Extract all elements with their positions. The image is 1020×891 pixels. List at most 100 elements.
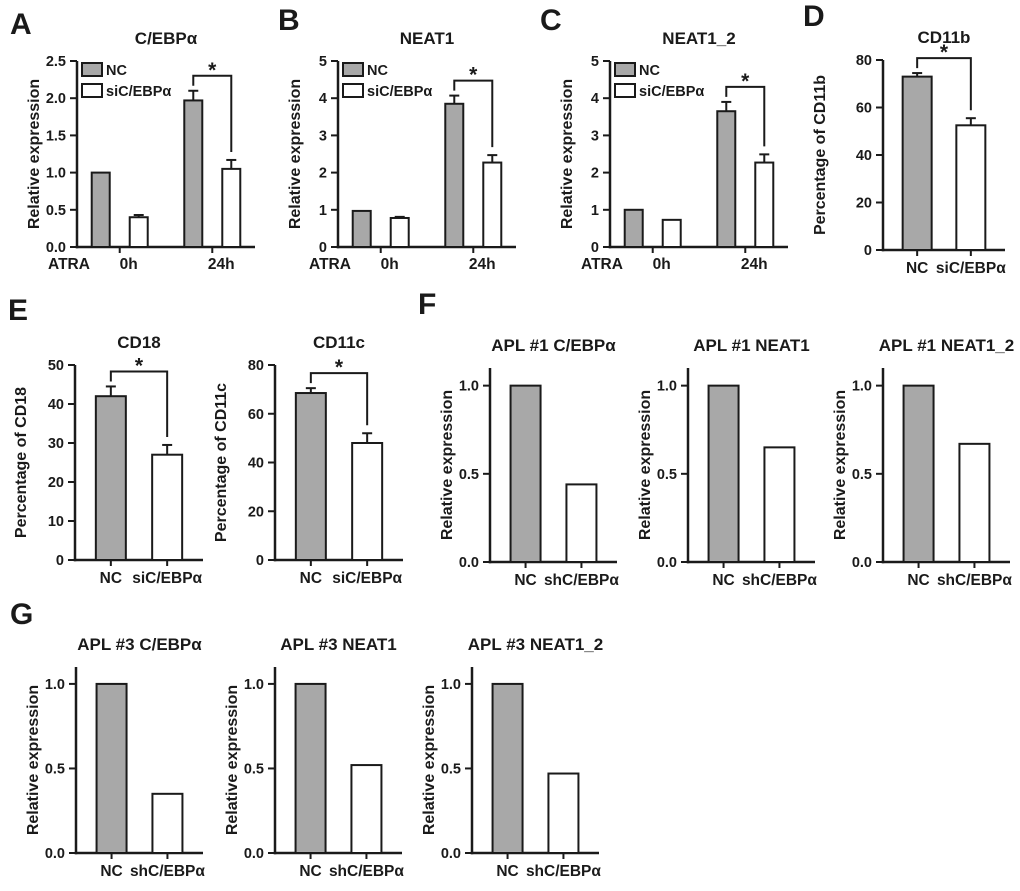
legend-label: NC <box>106 63 127 79</box>
chart-apl1-cebpa: APL #1 C/EBPα Relative expression 0.0 0.5 1.… <box>422 305 627 600</box>
legend-label: NC <box>639 63 660 79</box>
significance-star: * <box>335 356 344 379</box>
bar <box>183 99 204 248</box>
y-axis-title: Percentage of CD11b <box>812 75 829 235</box>
y-tick-label: 1 <box>591 203 599 219</box>
y-tick-label: 20 <box>48 475 64 491</box>
panel-letter-e: E <box>8 294 29 327</box>
y-tick-label: 0.5 <box>852 467 872 483</box>
bar <box>901 75 933 251</box>
y-tick-label: 4 <box>591 91 599 107</box>
bar <box>90 171 111 249</box>
chart-title: NEAT1 <box>400 29 454 48</box>
y-tick-label: 2 <box>319 166 327 182</box>
y-tick-label: 1.0 <box>657 379 677 395</box>
legend-swatch <box>614 83 636 98</box>
y-axis-title: Relative expression <box>637 390 654 540</box>
bar <box>902 384 935 563</box>
bar <box>763 446 796 563</box>
panel-letter-g: G <box>10 598 34 631</box>
y-tick-label: 1 <box>319 203 327 219</box>
chart-cd18: CD18 Percentage of CD18 0 10 20 30 40 50 NC siC/E… <box>0 310 215 613</box>
y-tick-label: 0.0 <box>45 846 65 862</box>
chart-svg-E2: CD11c Percentage of CD11c 0 20 40 60 80 NC siC/E… <box>213 333 403 587</box>
bar <box>95 682 128 854</box>
x-category-label: 24h <box>208 256 235 273</box>
y-axis-title: Percentage of CD18 <box>13 387 30 538</box>
x-category-label: 24h <box>741 256 768 273</box>
y-tick-label: 0.5 <box>441 761 461 777</box>
legend-label: NC <box>367 63 388 79</box>
y-tick-label: 0.5 <box>244 761 264 777</box>
chart-apl3-cebpa: APL #3 C/EBPα Relative expression 0.0 0.5 1.… <box>8 605 213 891</box>
bar <box>94 395 127 561</box>
x-category-label: NC <box>299 863 321 880</box>
bar <box>351 209 372 248</box>
y-tick-label: 0 <box>591 240 599 256</box>
x-category-label: NC <box>514 572 536 589</box>
y-tick-label: 2.0 <box>46 91 66 107</box>
chart-apl1-neat1-2: APL #1 NEAT1_2 Relative expression 0.0 0.5 1… <box>815 305 1020 600</box>
y-tick-label: 50 <box>48 358 64 374</box>
chart-apl1-neat1: APL #1 NEAT1 Relative expression 0.0 0.5 1.0… <box>620 305 825 600</box>
y-axis-title: Relative expression <box>25 685 42 835</box>
y-tick-label: 3 <box>319 128 327 144</box>
x-category-label: siC/EBPα <box>132 570 202 587</box>
panel-letter-c: C <box>540 4 562 37</box>
bar <box>221 167 242 249</box>
x-category-label: 24h <box>469 256 496 273</box>
bar <box>151 792 184 854</box>
x-category-label: NC <box>100 863 122 880</box>
chart-title: CD11b <box>918 28 971 47</box>
chart-cd11c: CD11c Percentage of CD11c 0 20 40 60 80 NC siC/E… <box>200 310 415 613</box>
chart-neat1-2-timecourse: NEAT1_2 Relative expression 0 1 2 3 4 5 0h 24h ATR… <box>548 15 806 294</box>
y-tick-label: 0.5 <box>45 761 65 777</box>
bar <box>509 384 542 563</box>
y-tick-label: 1.0 <box>46 166 66 182</box>
y-tick-label: 0 <box>56 553 64 569</box>
y-tick-label: 0.0 <box>46 240 66 256</box>
y-tick-label: 20 <box>856 196 872 212</box>
legend-swatch <box>614 62 636 77</box>
y-tick-label: 1.0 <box>852 379 872 395</box>
y-tick-label: 0 <box>319 240 327 256</box>
bar <box>565 483 598 563</box>
y-tick-label: 0.5 <box>459 467 479 483</box>
bar <box>351 442 384 561</box>
y-tick-label: 1.0 <box>45 677 65 693</box>
x-category-label: shC/EBPα <box>742 572 817 589</box>
y-tick-label: 40 <box>48 397 64 413</box>
bar <box>389 216 410 248</box>
legend-swatch <box>81 62 103 77</box>
x-axis-prefix-label: ATRA <box>581 256 623 273</box>
chart-title: APL #1 NEAT1_2 <box>879 336 1014 355</box>
legend-label: siC/EBPα <box>367 84 432 100</box>
x-category-label: NC <box>100 570 122 587</box>
significance-bracket <box>453 79 494 148</box>
chart-title: APL #1 C/EBPα <box>491 336 616 355</box>
x-category-label: siC/EBPα <box>332 570 402 587</box>
significance-bracket <box>916 57 972 111</box>
bar <box>754 161 775 248</box>
legend-swatch <box>81 83 103 98</box>
chart-title: CD11c <box>313 333 365 352</box>
bar <box>482 161 503 248</box>
y-tick-label: 80 <box>248 358 264 374</box>
y-axis-title: Percentage of CD11c <box>213 383 230 542</box>
legend-swatch <box>342 62 364 77</box>
y-axis-title: Relative expression <box>26 79 43 229</box>
y-tick-label: 0 <box>256 553 264 569</box>
x-category-label: NC <box>907 572 929 589</box>
x-axis-prefix-label: ATRA <box>48 256 90 273</box>
chart-svg-D: CD11b Percentage of CD11b 0 20 40 60 80 NC siC/E… <box>812 28 1006 277</box>
x-category-label: 0h <box>381 256 399 273</box>
x-category-label: shC/EBPα <box>526 863 601 880</box>
x-category-label: siC/EBPα <box>936 260 1006 277</box>
y-tick-label: 0.5 <box>46 203 66 219</box>
y-tick-label: 1.5 <box>46 128 66 144</box>
